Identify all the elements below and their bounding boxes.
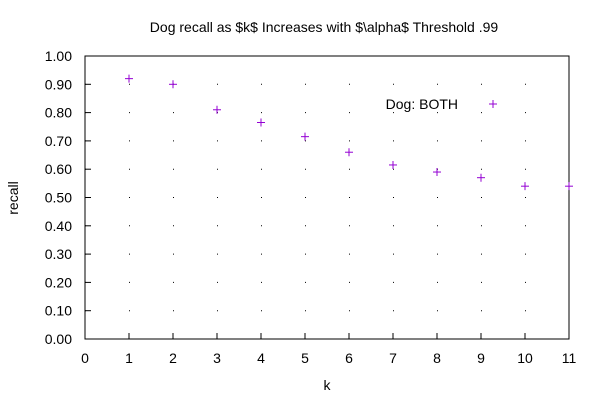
y-axis-tick-labels: 0.00 0.10 0.20 0.30 0.40 0.50 0.60 0.70 0.80 0.90… [45, 48, 72, 347]
chart-title: Dog recall as $k$ Increases with $\alpha… [150, 19, 499, 35]
x-tick-label: 6 [345, 350, 353, 366]
y-tick-label: 0.70 [45, 133, 72, 149]
x-axis-tick-labels: 0 1 2 3 4 5 6 7 8 9 10 11 [81, 350, 576, 366]
axis-ticks [84, 55, 570, 340]
data-point [433, 168, 441, 177]
grid [85, 83, 569, 312]
data-point [125, 74, 133, 83]
y-tick-label: 0.50 [45, 190, 72, 206]
legend-marker-symbol [489, 100, 497, 108]
y-tick-label: 0.10 [45, 303, 72, 319]
data-point [213, 105, 221, 114]
x-axis-label: k [324, 377, 332, 393]
x-tick-label: 0 [81, 350, 89, 366]
x-tick-label: 11 [562, 350, 577, 366]
data-point [345, 148, 353, 157]
y-tick-label: 0.60 [45, 161, 72, 177]
y-axis-label: recall [5, 181, 21, 214]
data-point [521, 182, 529, 191]
x-tick-label: 3 [213, 350, 221, 366]
y-tick-label: 0.80 [45, 105, 72, 121]
y-tick-label: 0.90 [45, 76, 72, 92]
x-tick-label: 10 [517, 350, 533, 366]
data-point [389, 160, 397, 169]
data-point [257, 118, 265, 127]
x-tick-label: 8 [433, 350, 441, 366]
y-tick-label: 0.20 [45, 274, 72, 290]
legend-marker [489, 100, 497, 108]
x-tick-label: 1 [125, 350, 133, 366]
y-tick-label: 0.00 [45, 331, 72, 347]
x-tick-label: 4 [257, 350, 265, 366]
data-point [565, 182, 573, 191]
x-tick-label: 7 [389, 350, 397, 366]
data-point [169, 80, 177, 89]
y-tick-label: 0.40 [45, 218, 72, 234]
legend: Dog: BOTH [386, 96, 497, 112]
data-point [301, 132, 309, 141]
data-point [477, 173, 485, 182]
x-tick-label: 9 [477, 350, 485, 366]
y-tick-label: 0.30 [45, 246, 72, 262]
plot-frame [84, 55, 570, 340]
legend-label: Dog: BOTH [386, 96, 458, 112]
x-tick-label: 2 [169, 350, 177, 366]
data-points [125, 74, 573, 191]
x-tick-label: 5 [301, 350, 309, 366]
y-tick-label: 1.00 [45, 48, 72, 64]
